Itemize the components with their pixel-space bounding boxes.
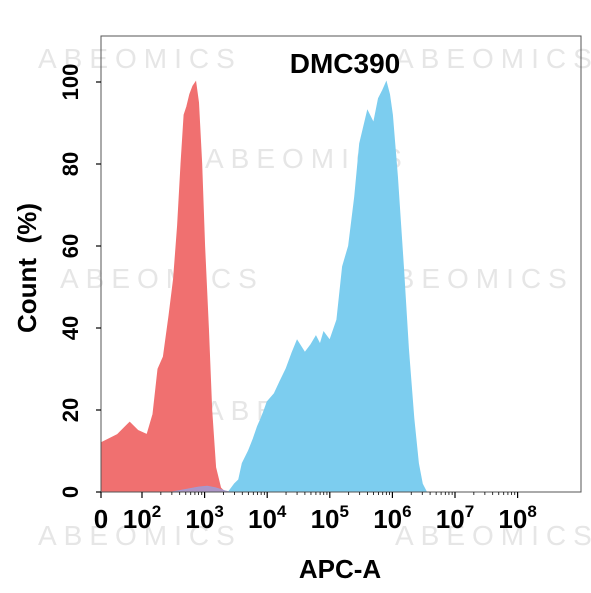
x-tick-label: 103 bbox=[185, 502, 223, 534]
x-tick-label: 105 bbox=[311, 502, 349, 534]
x-axis-label: APC-A bbox=[299, 554, 382, 584]
y-axis-ticks: 0 20 40 60 80 100 bbox=[58, 64, 101, 498]
x-tick-label: 102 bbox=[123, 502, 161, 534]
y-tick-label: 20 bbox=[58, 398, 83, 422]
watermark-text: ABEOMICS bbox=[395, 43, 591, 74]
plot-frame bbox=[100, 35, 582, 493]
x-tick-label: 0 bbox=[94, 504, 108, 534]
watermark-text: ABEOMICS bbox=[60, 263, 264, 294]
x-tick-label: 108 bbox=[498, 502, 536, 534]
y-tick-label: 60 bbox=[58, 234, 83, 258]
x-tick-label: 106 bbox=[373, 502, 411, 534]
y-tick-label: 40 bbox=[58, 316, 83, 340]
watermark-text: ABEOMICS bbox=[38, 520, 242, 551]
x-tick-label: 107 bbox=[436, 502, 474, 534]
chart-title: DMC390 bbox=[290, 48, 400, 79]
y-axis-label: Count (%) bbox=[12, 203, 42, 333]
histogram-series-2 bbox=[227, 80, 428, 493]
x-axis-ticks: 0 102 103 104 105 106 107 108 bbox=[94, 492, 537, 534]
watermark-text: ABEOMICS bbox=[38, 43, 242, 74]
y-tick-label: 100 bbox=[58, 64, 83, 101]
histogram-series-1 bbox=[100, 80, 227, 493]
y-tick-label: 0 bbox=[58, 486, 83, 498]
y-tick-label: 80 bbox=[58, 152, 83, 176]
watermark-text: ABEOMICS bbox=[395, 520, 591, 551]
plot-areas bbox=[100, 80, 428, 493]
x-tick-label: 104 bbox=[248, 502, 287, 534]
